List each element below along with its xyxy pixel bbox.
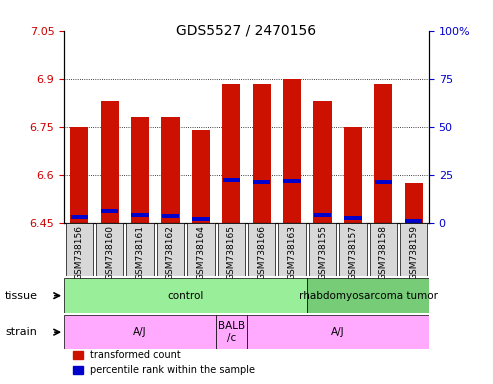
Legend: transformed count, percentile rank within the sample: transformed count, percentile rank withi… (69, 346, 259, 379)
FancyBboxPatch shape (96, 223, 123, 276)
Text: GSM738165: GSM738165 (227, 225, 236, 280)
Bar (162, 214, 179, 218)
Bar (253, 180, 270, 184)
Text: BALB
/c: BALB /c (218, 321, 245, 343)
Text: A/J: A/J (133, 327, 147, 337)
Text: GSM738157: GSM738157 (349, 225, 357, 280)
Text: strain: strain (5, 327, 37, 337)
FancyBboxPatch shape (187, 223, 214, 276)
FancyBboxPatch shape (400, 223, 427, 276)
Bar (192, 130, 210, 223)
Text: control: control (168, 291, 204, 301)
Text: GSM738159: GSM738159 (409, 225, 418, 280)
Bar (405, 219, 423, 223)
Bar (405, 183, 423, 223)
Text: GSM738156: GSM738156 (75, 225, 84, 280)
Text: GSM738160: GSM738160 (105, 225, 114, 280)
Text: tissue: tissue (5, 291, 38, 301)
Bar (252, 84, 271, 223)
Bar (70, 127, 88, 223)
FancyBboxPatch shape (307, 278, 429, 313)
FancyBboxPatch shape (246, 315, 429, 349)
FancyBboxPatch shape (66, 223, 93, 276)
Text: GSM738162: GSM738162 (166, 225, 175, 280)
Text: GSM738163: GSM738163 (287, 225, 297, 280)
Text: GSM738155: GSM738155 (318, 225, 327, 280)
FancyBboxPatch shape (370, 223, 397, 276)
Bar (101, 101, 119, 223)
Bar (223, 178, 240, 182)
Bar (283, 79, 301, 223)
Bar (344, 127, 362, 223)
FancyBboxPatch shape (217, 223, 245, 276)
Text: GSM738166: GSM738166 (257, 225, 266, 280)
Bar (283, 179, 301, 183)
FancyBboxPatch shape (216, 315, 246, 349)
FancyBboxPatch shape (339, 223, 367, 276)
FancyBboxPatch shape (126, 223, 154, 276)
FancyBboxPatch shape (157, 223, 184, 276)
Text: GSM738164: GSM738164 (196, 225, 206, 280)
Bar (131, 117, 149, 223)
FancyBboxPatch shape (309, 223, 336, 276)
Bar (192, 217, 210, 221)
Bar (222, 84, 241, 223)
FancyBboxPatch shape (248, 223, 276, 276)
Bar (314, 101, 332, 223)
Text: A/J: A/J (331, 327, 345, 337)
FancyBboxPatch shape (64, 278, 307, 313)
Bar (344, 216, 361, 220)
Bar (375, 180, 392, 184)
Text: rhabdomyosarcoma tumor: rhabdomyosarcoma tumor (299, 291, 438, 301)
Text: GSM738158: GSM738158 (379, 225, 388, 280)
Bar (70, 215, 88, 219)
Bar (314, 214, 331, 217)
Bar (161, 117, 179, 223)
Bar (101, 209, 118, 213)
Text: GSM738161: GSM738161 (136, 225, 144, 280)
Bar (374, 84, 392, 223)
FancyBboxPatch shape (279, 223, 306, 276)
Bar (132, 213, 149, 217)
FancyBboxPatch shape (64, 315, 216, 349)
Text: GDS5527 / 2470156: GDS5527 / 2470156 (176, 23, 317, 37)
